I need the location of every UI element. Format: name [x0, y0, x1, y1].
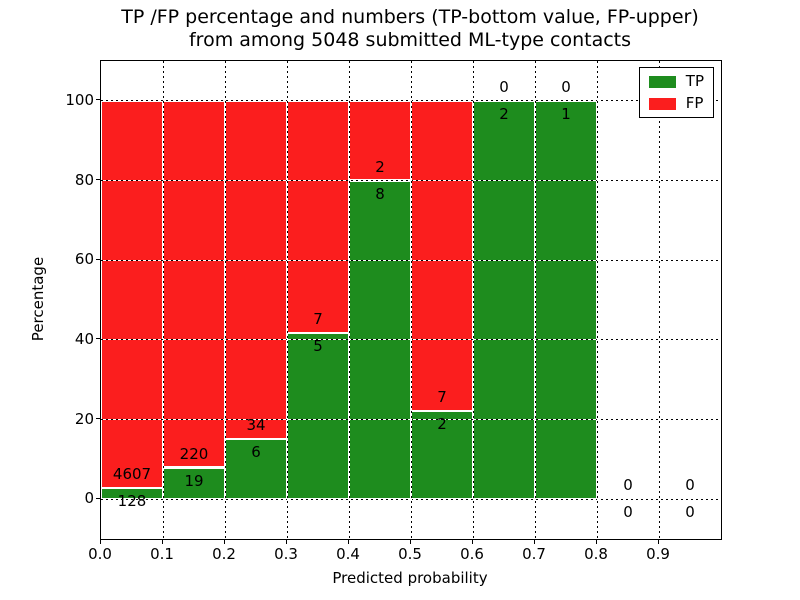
gridline-x-0.7 — [534, 61, 536, 539]
x-tick-0.4 — [347, 540, 349, 544]
x-tick-label-0.1: 0.1 — [150, 545, 174, 563]
y-tick-80 — [96, 179, 100, 180]
legend-swatch-TP — [648, 75, 676, 88]
fp-count-bin-0.7: 0 — [561, 77, 571, 96]
x-tick-0.5 — [409, 540, 411, 544]
gridline-x-0.8 — [596, 61, 598, 539]
bar-tp-bin-0.7 — [535, 100, 597, 500]
bar-fp-bin-0.2 — [225, 100, 287, 440]
gridline-x-0.1 — [162, 61, 164, 539]
legend-label-TP: TP — [685, 72, 704, 90]
tp-count-bin-0.6: 2 — [499, 104, 509, 123]
bar-fp-bin-0.3 — [287, 100, 349, 334]
x-axis-label: Predicted probability — [332, 569, 488, 587]
bar-tp-bin-0.3 — [287, 333, 349, 500]
tp-count-bin-0.8: 0 — [623, 503, 633, 522]
y-tick-label-100: 100 — [65, 90, 94, 109]
fp-count-bin-0.8: 0 — [623, 476, 633, 495]
x-tick-0.0 — [99, 540, 101, 544]
plot-area: TP FP 4607 128 220 19 34 6 7 5 2 8 7 2 0 2 0 1 0 0 0 0 — [100, 60, 722, 540]
y-tick-label-80: 80 — [74, 170, 94, 189]
legend-label-FP: FP — [685, 94, 704, 112]
legend: TP FP — [638, 67, 714, 118]
x-tick-0.8 — [595, 540, 597, 544]
bar-fp-bin-0.5 — [411, 100, 473, 411]
y-tick-label-60: 60 — [74, 250, 94, 269]
tp-count-bin-0: 128 — [117, 492, 147, 511]
legend-swatch-FP — [648, 97, 676, 110]
x-tick-0.9 — [657, 540, 659, 544]
gridline-x-0.4 — [348, 61, 350, 539]
tp-count-bin-0.1: 19 — [184, 471, 204, 490]
tp-count-bin-0.3: 5 — [313, 337, 323, 356]
y-tick-label-40: 40 — [74, 329, 94, 348]
tp-count-bin-0.7: 1 — [561, 104, 571, 123]
tp-count-bin-0.4: 8 — [375, 184, 385, 203]
y-tick-40 — [96, 338, 100, 340]
x-tick-label-0.2: 0.2 — [212, 545, 236, 563]
chart-title-line1: TP /FP percentage and numbers (TP-bottom… — [121, 6, 699, 28]
y-axis-label: Percentage — [29, 256, 47, 342]
x-tick-label-0.9: 0.9 — [646, 545, 670, 563]
x-tick-0.2 — [223, 540, 225, 544]
x-tick-label-0.5: 0.5 — [398, 545, 422, 563]
x-tick-0.7 — [533, 540, 535, 544]
y-tick-60 — [96, 258, 100, 260]
fp-count-bin-0.2: 34 — [246, 416, 266, 435]
bar-tp-bin-0.6 — [473, 100, 535, 500]
gridline-x-0.2 — [224, 61, 226, 539]
chart-title: TP /FP percentage and numbers (TP-bottom… — [100, 6, 720, 52]
bar-fp-bin-0 — [101, 100, 163, 489]
gridline-x-0.3 — [286, 61, 288, 539]
fp-count-bin-0.9: 0 — [685, 476, 695, 495]
fp-count-bin-0.5: 7 — [437, 387, 447, 406]
fp-count-bin-0.6: 0 — [499, 77, 509, 96]
legend-item-TP: TP — [648, 72, 704, 90]
y-tick-20 — [96, 418, 100, 419]
x-tick-0.6 — [471, 540, 473, 544]
legend-item-FP: FP — [648, 94, 704, 112]
tp-count-bin-0.9: 0 — [685, 503, 695, 522]
x-tick-0.3 — [285, 540, 287, 544]
gridline-x-0.6 — [472, 61, 474, 539]
gridline-x-0.5 — [410, 61, 412, 539]
x-tick-label-0.6: 0.6 — [460, 545, 484, 563]
x-tick-0.1 — [161, 540, 163, 544]
bar-fp-bin-0.1 — [163, 100, 225, 468]
x-tick-label-0.8: 0.8 — [584, 545, 608, 563]
y-tick-label-20: 20 — [74, 409, 94, 428]
fp-count-bin-0.4: 2 — [375, 157, 385, 176]
fp-count-bin-0: 4607 — [112, 465, 152, 484]
x-tick-label-0.3: 0.3 — [274, 545, 298, 563]
chart-title-line2: from among 5048 submitted ML-type contac… — [188, 29, 632, 51]
x-tick-label-0.4: 0.4 — [336, 545, 360, 563]
y-tick-0 — [96, 497, 100, 499]
fp-count-bin-0.3: 7 — [313, 310, 323, 329]
gridline-x-0.9 — [658, 61, 660, 539]
x-tick-label-0.7: 0.7 — [522, 545, 546, 563]
y-tick-100 — [96, 99, 100, 101]
tp-count-bin-0.2: 6 — [251, 443, 261, 462]
fp-count-bin-0.1: 220 — [179, 444, 209, 463]
y-tick-label-0: 0 — [84, 489, 94, 508]
tp-count-bin-0.5: 2 — [437, 414, 447, 433]
x-tick-label-0.0: 0.0 — [88, 545, 112, 563]
